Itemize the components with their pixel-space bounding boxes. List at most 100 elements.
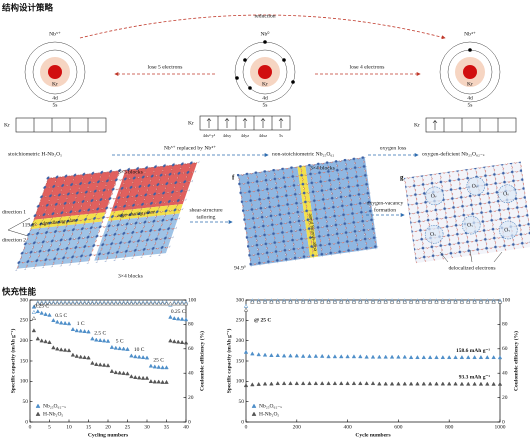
data-point [459,381,465,386]
data-point [164,365,169,370]
data-point [86,355,91,360]
data-point [82,328,87,334]
data-point [31,328,37,333]
data-point [86,301,91,306]
lose-label: lose 5 electrons [148,64,183,70]
y2-tick-label: 80 [502,322,508,328]
data-point [144,355,150,360]
data-point [31,309,37,314]
data-point [78,354,83,359]
annotation: 0.25 C [34,303,49,309]
data-point [345,381,350,386]
x-tick-label: 40 [183,424,189,430]
data-point [136,375,142,380]
data-point [74,328,80,333]
data-point [256,352,261,357]
data-point [101,301,107,306]
data-point [148,363,154,368]
data-point [319,381,325,386]
shell-label: 5s [468,102,473,108]
plane-label: edge-sharing plane [308,212,318,251]
data-point [175,339,181,344]
y2-tick-label: 100 [502,297,511,303]
data-point [358,299,363,304]
data-point [294,381,300,386]
data-point [90,336,95,341]
ion-label: Nb⁵⁺ [49,30,61,37]
plane-label: edge-sharing plane [116,209,156,219]
data-point [389,299,395,304]
data-point [446,299,452,304]
y2-tick-label: 80 [188,322,194,328]
y2-tick-label: 20 [188,395,194,401]
data-point [421,299,427,304]
annotation: 158.6 mAh g⁻¹ [456,348,490,354]
data-point [175,316,181,321]
data-point [351,299,357,304]
axis-arrows [7,217,31,237]
data-point [113,301,119,306]
data-point [31,304,37,309]
vacancy-label: Oᵥ [430,193,437,200]
data-point [35,309,41,314]
block-label: 3×4 blocks [118,273,143,279]
data-point [117,301,122,306]
process-label: Nb⁵⁺ replaced by Nb⁴⁺ [164,144,216,151]
data-point [446,355,452,360]
data-point [140,375,146,380]
data-point [43,339,48,344]
data-point [421,355,427,360]
data-point [179,316,185,321]
x-axis-label: Cycle numbers [355,432,390,438]
legend-label: H-Nb₂O₅ [43,411,63,417]
annotation: 25 C [153,357,164,363]
data-point [43,311,48,316]
data-point [478,299,484,304]
crystal-structure: edge-sharing plane [236,156,379,268]
data-point [427,355,433,360]
data-point [35,336,41,341]
data-point [148,301,154,306]
data-point [269,352,274,357]
data-point [243,349,249,354]
legend-marker [251,411,257,416]
data-point [446,381,452,386]
data-point [459,299,465,304]
data-point [408,299,414,304]
x-axis-label: Cycling numbers [88,432,128,438]
block-label: 3×4 blocks [310,165,335,171]
y2-tick-label: 40 [188,370,194,376]
legend-marker [251,403,257,408]
y-axis-label: Specific capacity (mAh g⁻¹) [225,329,232,394]
config-core: Kr [188,120,194,126]
data-point [97,362,103,367]
data-point [415,299,420,304]
shell-label: 4d [52,95,58,101]
atom [24,41,86,103]
data-point [117,370,122,375]
y2-axis-label: Coulombic efficiency (%) [512,331,519,391]
data-point [243,383,249,388]
process-label: oxygen loss [380,145,407,151]
plot-frame [245,299,501,423]
y-tick-label: 0 [25,419,28,425]
data-point [179,339,185,344]
data-point [472,299,477,304]
y2-axis-label: Coulombic efficiency (%) [198,331,205,391]
data-point [62,347,68,352]
data-point [408,381,414,386]
data-point [339,299,344,304]
annotation: 0.25 C [171,309,186,315]
data-point [288,381,293,386]
x-tick-label: 35 [164,424,170,430]
data-point [183,317,189,322]
data-point [172,315,177,320]
data-point [66,301,72,306]
data-point [109,301,115,306]
y-tick-label: 250 [236,318,245,324]
legend-label: Nb₂₅O₆₂₋ₓ [259,403,282,409]
orbital-label: 5s [279,133,283,138]
shell-label: 4d [467,95,473,101]
data-point [31,315,37,320]
y-tick-label: 200 [236,338,245,344]
